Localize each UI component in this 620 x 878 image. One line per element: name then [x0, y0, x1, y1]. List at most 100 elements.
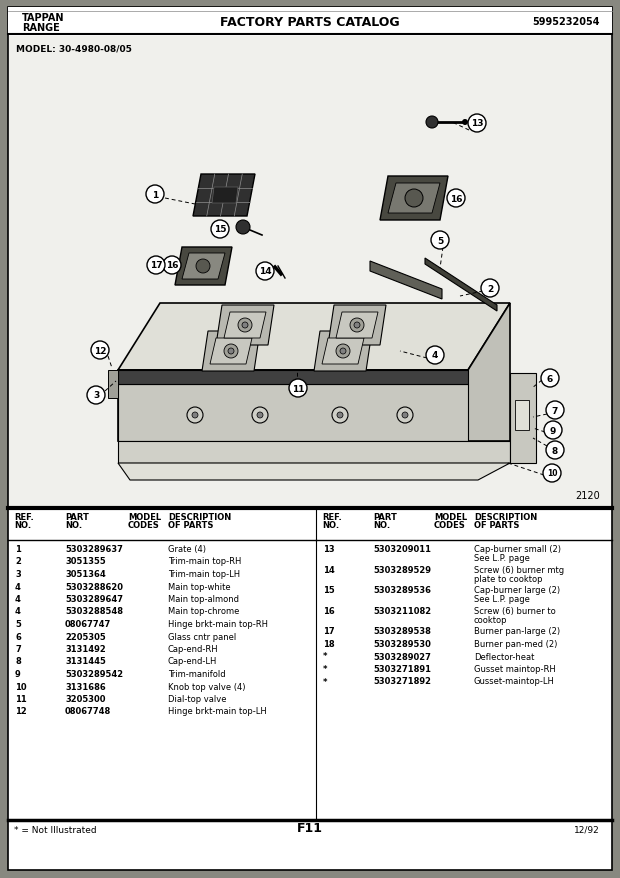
Polygon shape [212, 188, 238, 204]
Text: Burner pan-med (2): Burner pan-med (2) [474, 639, 557, 648]
Text: 5303289536: 5303289536 [373, 586, 431, 594]
Polygon shape [118, 464, 510, 480]
Text: 4: 4 [432, 351, 438, 360]
Text: CODES: CODES [128, 521, 160, 529]
Text: 08067748: 08067748 [65, 707, 111, 716]
Text: Trim-main top-LH: Trim-main top-LH [168, 569, 240, 579]
Polygon shape [108, 371, 118, 399]
Circle shape [332, 407, 348, 423]
Polygon shape [336, 313, 378, 339]
Text: OF PARTS: OF PARTS [168, 521, 213, 529]
Text: 14: 14 [259, 267, 272, 277]
Text: 15: 15 [214, 226, 226, 234]
Text: 9: 9 [15, 669, 20, 678]
Circle shape [541, 370, 559, 387]
Circle shape [289, 379, 307, 398]
Text: Cap-burner small (2): Cap-burner small (2) [474, 544, 561, 553]
Text: 6: 6 [547, 374, 553, 383]
Circle shape [163, 256, 181, 275]
Text: Trim-main top-RH: Trim-main top-RH [168, 557, 241, 565]
Polygon shape [175, 248, 232, 285]
Text: REF.: REF. [322, 513, 342, 522]
Bar [515, 400, 529, 430]
Polygon shape [210, 339, 252, 364]
Text: 11: 11 [292, 384, 304, 393]
Bar [118, 371, 468, 385]
Polygon shape [314, 332, 372, 371]
Text: 5: 5 [437, 236, 443, 245]
Text: CODES: CODES [434, 521, 466, 529]
Text: 10: 10 [547, 469, 557, 478]
Text: OF PARTS: OF PARTS [474, 521, 520, 529]
Text: Dial-top valve: Dial-top valve [168, 694, 226, 703]
Circle shape [481, 280, 499, 298]
Text: 1: 1 [152, 191, 158, 199]
Text: 2: 2 [15, 557, 21, 565]
Text: Cap-end-LH: Cap-end-LH [168, 657, 218, 666]
Bar [8, 8, 612, 36]
Text: REF.: REF. [14, 513, 33, 522]
Text: 5303288548: 5303288548 [65, 607, 123, 615]
Polygon shape [216, 306, 274, 346]
Text: Hinge brkt-main top-LH: Hinge brkt-main top-LH [168, 707, 267, 716]
Polygon shape [202, 332, 260, 371]
Circle shape [546, 401, 564, 420]
Circle shape [544, 421, 562, 440]
Text: NO.: NO. [322, 521, 339, 529]
Circle shape [337, 413, 343, 419]
Circle shape [543, 464, 561, 482]
Bar [9, 37, 611, 507]
Polygon shape [118, 442, 510, 464]
Text: Deflector-heat: Deflector-heat [474, 651, 534, 661]
Text: 16: 16 [166, 261, 179, 270]
Circle shape [546, 442, 564, 459]
Text: NO.: NO. [14, 521, 31, 529]
Circle shape [224, 344, 238, 358]
Text: Gusset-maintop-LH: Gusset-maintop-LH [474, 677, 555, 686]
Text: 3051364: 3051364 [65, 569, 106, 579]
Circle shape [211, 220, 229, 239]
Text: 9: 9 [550, 426, 556, 435]
Text: 2205305: 2205305 [65, 632, 106, 641]
Text: *: * [323, 665, 327, 673]
Text: 12/92: 12/92 [574, 825, 600, 834]
Text: PART: PART [373, 513, 397, 522]
Text: PART: PART [65, 513, 89, 522]
Text: See L.P. page: See L.P. page [474, 553, 530, 563]
Text: 5303211082: 5303211082 [373, 606, 431, 615]
Text: 6: 6 [15, 632, 21, 641]
Polygon shape [193, 175, 255, 217]
Circle shape [447, 190, 465, 208]
Circle shape [228, 349, 234, 355]
Circle shape [256, 263, 274, 281]
Polygon shape [182, 254, 225, 280]
Text: MODEL: MODEL [128, 513, 161, 522]
Text: 17: 17 [323, 627, 335, 636]
Text: * = Not Illustrated: * = Not Illustrated [14, 825, 97, 834]
Text: Main top-almond: Main top-almond [168, 594, 239, 603]
Text: Trim-manifold: Trim-manifold [168, 669, 226, 678]
Text: 10: 10 [15, 681, 27, 691]
Text: 5303289027: 5303289027 [373, 651, 431, 661]
Circle shape [426, 347, 444, 364]
Text: Screw (6) burner mtg: Screw (6) burner mtg [474, 565, 564, 574]
Text: 1: 1 [15, 544, 21, 553]
Text: 12: 12 [94, 346, 106, 355]
Text: NO.: NO. [373, 521, 390, 529]
Circle shape [405, 190, 423, 208]
Text: 3051355: 3051355 [65, 557, 106, 565]
Text: Screw (6) burner to: Screw (6) burner to [474, 606, 556, 615]
Text: 5303289538: 5303289538 [373, 627, 431, 636]
Text: 13: 13 [471, 119, 483, 128]
Text: FACTORY PARTS CATALOG: FACTORY PARTS CATALOG [220, 16, 400, 28]
Text: 3205300: 3205300 [65, 694, 105, 703]
Text: 3131445: 3131445 [65, 657, 106, 666]
Text: 4: 4 [15, 582, 21, 591]
Text: DESCRIPTION: DESCRIPTION [474, 513, 538, 522]
Circle shape [252, 407, 268, 423]
Text: 5303289647: 5303289647 [65, 594, 123, 603]
Circle shape [87, 386, 105, 405]
Text: 11: 11 [15, 694, 27, 703]
Text: MODEL: MODEL [434, 513, 467, 522]
Polygon shape [322, 339, 364, 364]
